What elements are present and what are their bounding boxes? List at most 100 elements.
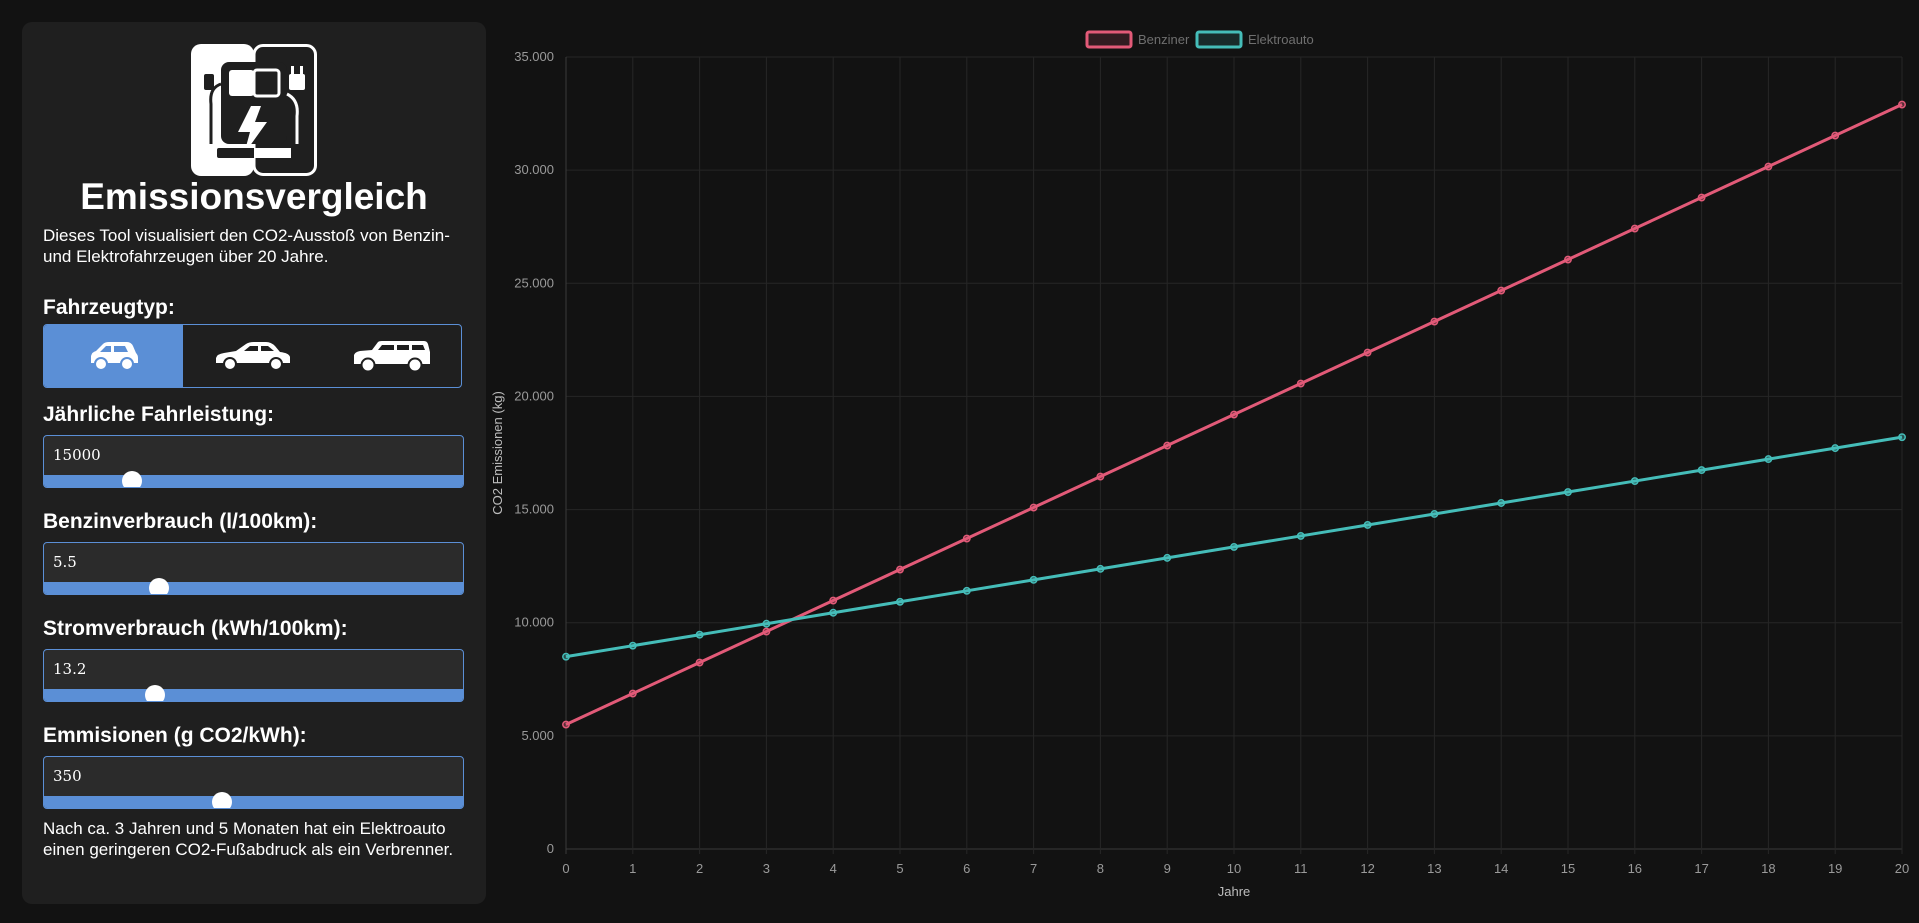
fuel-vs-electric-charger-icon: [191, 44, 317, 176]
intro-text: Dieses Tool visualisiert den CO2-Ausstoß…: [43, 226, 450, 266]
y-tick-label: 25.000: [514, 275, 554, 290]
data-point: [1363, 348, 1372, 357]
series-line-elektroauto: [565, 435, 1903, 659]
data-point: [896, 597, 904, 606]
y-tick-label: 30.000: [514, 162, 554, 177]
sedan-car-icon: [215, 342, 290, 371]
x-tick-label: 7: [1030, 861, 1037, 876]
fuel-consumption-value[interactable]: 5.5: [53, 553, 77, 571]
legend-item-elektroauto[interactable]: Elektroauto: [1195, 30, 1314, 49]
fuel-consumption-slider-thumb[interactable]: [149, 578, 170, 594]
data-point: [1430, 317, 1439, 326]
y-tick-label: 10.000: [514, 615, 554, 630]
grid-emissions-field[interactable]: 350: [43, 756, 464, 809]
annual-mileage-field[interactable]: 15000: [43, 435, 464, 488]
data-point: [962, 586, 971, 595]
data-point: [695, 630, 704, 639]
legend-label: Elektroauto: [1248, 32, 1314, 47]
fuel-consumption-slider-track[interactable]: [44, 582, 463, 594]
control-panel: Emissionsvergleich Dieses Tool visualisi…: [22, 22, 486, 904]
y-tick-label: 15.000: [514, 502, 554, 517]
data-point: [829, 608, 838, 617]
power-consumption-label: Stromverbrauch (kWh/100km):: [43, 617, 348, 640]
data-point: [1296, 531, 1305, 540]
fuel-consumption-label: Benzinverbrauch (l/100km):: [43, 510, 318, 533]
grid-emissions-label: Emmisionen (g CO2/kWh):: [43, 724, 307, 747]
legend-swatch: [1085, 30, 1133, 49]
data-point: [1497, 499, 1506, 507]
data-point: [1697, 193, 1706, 202]
fuel-consumption-field[interactable]: 5.5: [43, 542, 464, 595]
y-tick-label: 5.000: [521, 728, 554, 743]
page-title: Emissionsvergleich: [80, 176, 428, 217]
annual-mileage-value[interactable]: 15000: [53, 446, 101, 464]
data-point: [1363, 521, 1372, 529]
break-even-result-text: Nach ca. 3 Jahren und 5 Monaten hat ein …: [43, 819, 454, 859]
legend-swatch: [1195, 30, 1243, 49]
x-tick-label: 12: [1360, 861, 1374, 876]
vehicle-type-selector: [43, 324, 462, 388]
y-tick-label: 35.000: [514, 49, 554, 64]
data-point: [896, 565, 904, 574]
grid-emissions-slider-thumb[interactable]: [212, 792, 233, 808]
vehicle-type-label: Fahrzeugtyp:: [43, 296, 175, 319]
x-tick-label: 20: [1895, 861, 1909, 876]
x-tick-label: 1: [629, 861, 636, 876]
data-point: [1764, 455, 1773, 464]
y-tick-label: 0: [547, 841, 554, 856]
x-tick-label: 18: [1761, 861, 1775, 876]
grid-emissions-value[interactable]: 350: [53, 767, 82, 785]
x-axis-title: Jahre: [1218, 884, 1251, 899]
x-tick-label: 3: [763, 861, 770, 876]
data-point: [1029, 575, 1038, 584]
x-tick-label: 16: [1628, 861, 1642, 876]
data-point: [562, 652, 570, 661]
data-point: [1096, 564, 1105, 573]
data-point: [1630, 477, 1639, 486]
data-point: [1564, 488, 1572, 496]
emissions-chart-area: 0 5.000 10.000 15.000 20.000 25.000 30.000 35.0…: [487, 0, 1919, 918]
data-point: [829, 596, 838, 605]
power-consumption-slider-track[interactable]: [44, 689, 463, 701]
annual-mileage-label: Jährliche Fahrleistung:: [43, 403, 275, 426]
power-consumption-value[interactable]: 13.2: [53, 660, 87, 678]
data-point: [1697, 466, 1706, 475]
vehicle-option-small-car[interactable]: [44, 325, 183, 387]
vehicle-option-suv[interactable]: [322, 325, 461, 387]
data-point: [1831, 131, 1840, 140]
suv-car-icon: [353, 341, 430, 372]
vehicle-option-sedan[interactable]: [183, 325, 322, 387]
x-tick-label: 0: [562, 861, 569, 876]
y-tick-label: 20.000: [514, 388, 554, 403]
x-tick-label: 13: [1427, 861, 1441, 876]
legend-item-benziner[interactable]: Benziner: [1085, 30, 1190, 49]
power-consumption-slider-thumb[interactable]: [144, 685, 165, 701]
annual-mileage-slider-track[interactable]: [44, 475, 463, 487]
data-point: [1296, 379, 1305, 388]
x-tick-label: 17: [1694, 861, 1708, 876]
x-tick-label: 10: [1227, 861, 1241, 876]
x-tick-label: 5: [896, 861, 903, 876]
x-tick-label: 4: [830, 861, 837, 876]
annual-mileage-slider-thumb[interactable]: [121, 471, 142, 487]
data-point: [1163, 441, 1172, 450]
x-tick-label: 15: [1561, 861, 1575, 876]
power-consumption-field[interactable]: 13.2: [43, 649, 464, 702]
data-point: [962, 534, 971, 543]
data-point: [1096, 472, 1105, 481]
small-car-icon: [90, 342, 138, 371]
grid-emissions-slider-track[interactable]: [44, 796, 463, 808]
x-tick-label: 11: [1294, 861, 1308, 876]
x-tick-label: 2: [696, 861, 703, 876]
x-tick-label: 8: [1097, 861, 1104, 876]
data-point: [1764, 162, 1773, 171]
x-tick-label: 6: [963, 861, 970, 876]
emissions-line-chart: 0 5.000 10.000 15.000 20.000 25.000 30.000 35.0…: [490, 30, 1909, 899]
y-axis-title: CO2 Emissionen (kg): [490, 391, 505, 515]
x-tick-label: 14: [1494, 861, 1508, 876]
data-point: [1430, 510, 1439, 518]
data-point: [1163, 553, 1172, 562]
data-point: [628, 641, 637, 650]
data-point: [695, 658, 704, 667]
data-point: [1831, 444, 1840, 453]
